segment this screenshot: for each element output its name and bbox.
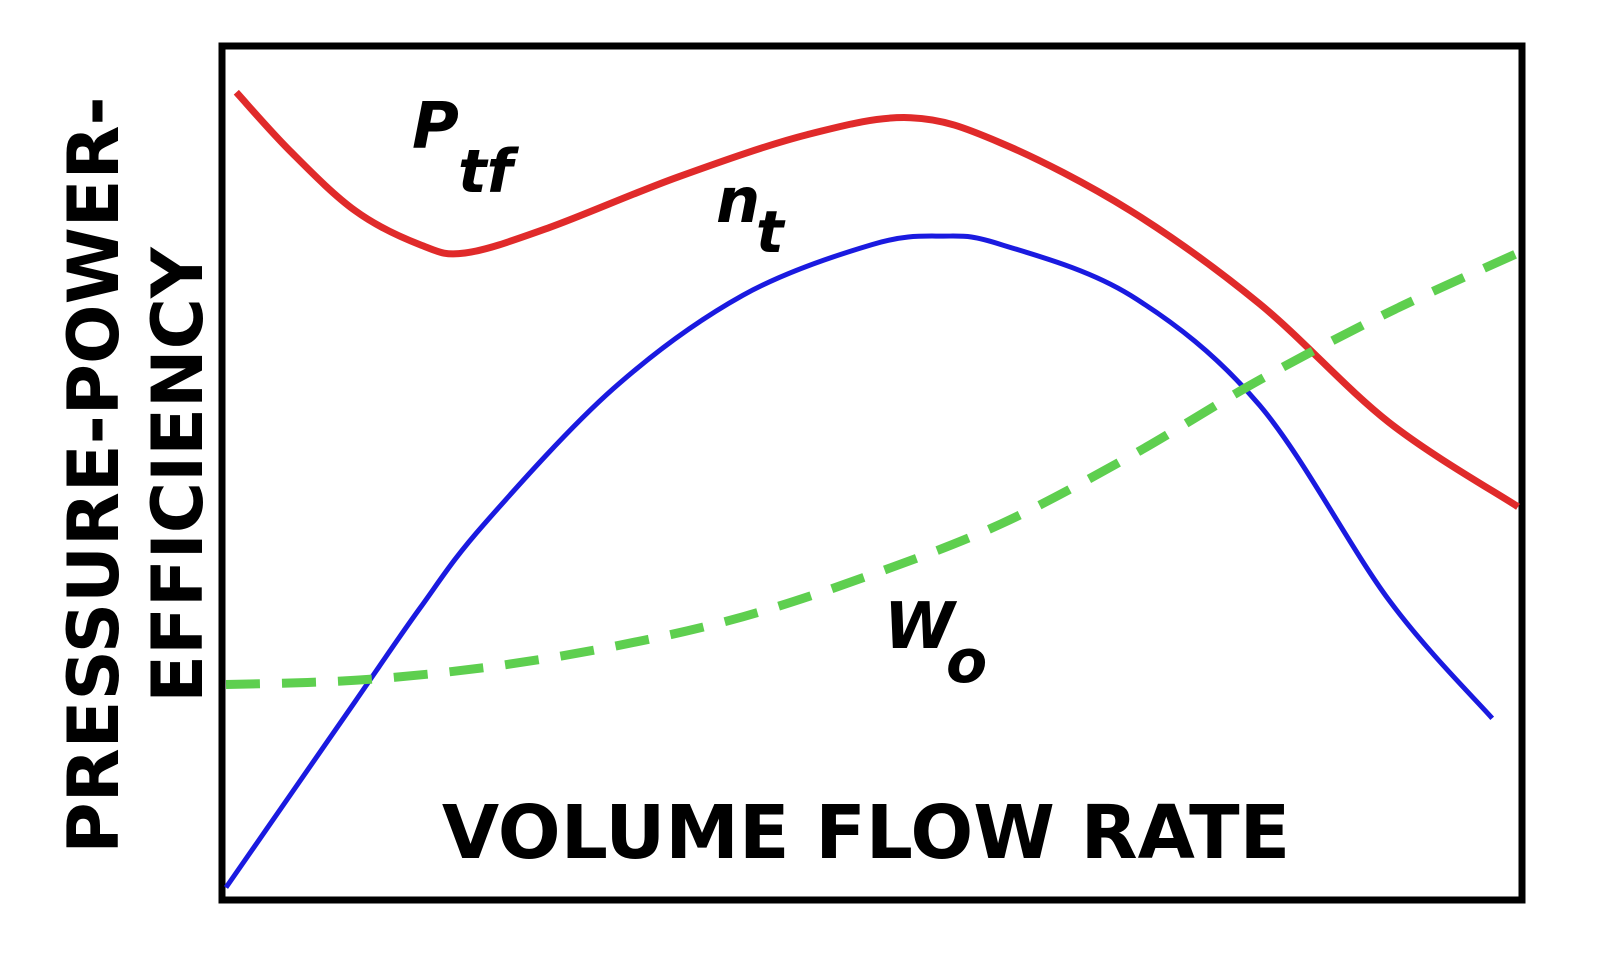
label-nt-main: n (716, 164, 760, 237)
series-layer (223, 89, 1520, 889)
label-ptf-main: P (412, 90, 459, 164)
label-nt: n t (716, 164, 786, 266)
label-ptf-sub: tf (458, 137, 520, 207)
series-nt-line (223, 233, 1495, 889)
label-wo-main: W (884, 590, 958, 664)
y-axis-title: PRESSURE-POWER- EFFICIENCY (53, 96, 219, 853)
series-wo-line (225, 248, 1520, 689)
x-axis-title: VOLUME FLOW RATE (442, 790, 1290, 876)
label-nt-sub: t (756, 198, 786, 266)
label-wo-sub: o (946, 627, 987, 697)
label-wo: W o (884, 590, 987, 697)
y-axis-title-line2: EFFICIENCY (137, 246, 219, 703)
plot-frame (218, 42, 1526, 904)
series-ptf-line (233, 89, 1520, 510)
y-axis-title-line1: PRESSURE-POWER- (53, 96, 135, 853)
label-ptf: P tf (412, 90, 520, 207)
